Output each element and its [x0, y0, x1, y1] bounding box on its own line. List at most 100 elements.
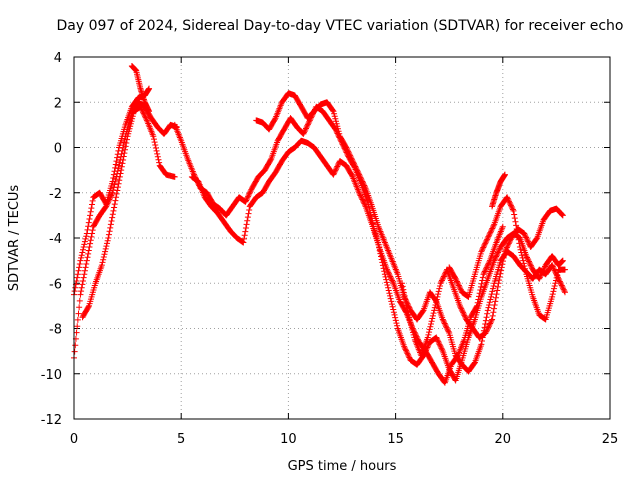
- data-point: [541, 264, 548, 271]
- data-point: [457, 286, 464, 293]
- data-point: [517, 246, 524, 253]
- series-trace-i: [446, 194, 568, 323]
- data-point: [138, 106, 145, 113]
- data-point: [246, 206, 253, 213]
- data-point: [77, 291, 84, 298]
- data-point: [105, 231, 112, 238]
- data-point: [429, 315, 436, 322]
- data-point: [405, 351, 412, 358]
- data-point: [442, 321, 449, 328]
- data-point: [494, 250, 501, 257]
- data-point: [561, 289, 568, 296]
- data-point: [518, 252, 525, 259]
- data-point: [87, 237, 94, 244]
- data-point: [494, 287, 501, 294]
- data-point: [74, 316, 81, 323]
- data-point: [380, 265, 387, 272]
- data-point: [356, 191, 363, 198]
- data-point: [141, 111, 148, 118]
- data-point: [359, 196, 366, 203]
- data-point: [74, 271, 81, 278]
- data-point: [525, 257, 532, 264]
- data-point: [507, 201, 514, 208]
- data-point: [427, 320, 434, 327]
- data-point: [482, 240, 489, 247]
- data-point: [495, 280, 502, 287]
- data-point: [78, 288, 85, 295]
- data-point: [553, 274, 560, 281]
- series-trace-c: [79, 103, 178, 321]
- data-point: [383, 279, 390, 286]
- data-point: [353, 166, 360, 173]
- data-point: [549, 293, 556, 300]
- y-tick-label: -8: [49, 323, 62, 338]
- data-point: [242, 228, 249, 235]
- data-point: [516, 244, 523, 251]
- data-point: [114, 187, 121, 194]
- data-point: [524, 237, 531, 244]
- data-point: [513, 225, 520, 232]
- data-point: [80, 244, 87, 251]
- data-point: [241, 235, 248, 242]
- data-point: [79, 281, 86, 288]
- data-point: [527, 261, 534, 268]
- data-point: [554, 272, 561, 279]
- data-point: [376, 244, 383, 251]
- data-point: [489, 224, 496, 231]
- data-point: [303, 124, 310, 131]
- data-point: [518, 249, 525, 256]
- data-point: [100, 254, 107, 261]
- data-point: [480, 244, 487, 251]
- data-point: [506, 199, 513, 206]
- data-point: [171, 173, 178, 180]
- data-point: [152, 142, 159, 149]
- x-tick-label: 10: [280, 432, 297, 447]
- data-point: [123, 136, 130, 143]
- data-point: [78, 284, 85, 291]
- data-point: [521, 263, 528, 270]
- data-point: [483, 327, 490, 334]
- data-point: [245, 192, 252, 199]
- data-point: [71, 288, 78, 295]
- data-point: [438, 345, 445, 352]
- data-point: [556, 278, 563, 285]
- data-point: [240, 239, 247, 246]
- data-point: [431, 304, 438, 311]
- data-point: [403, 347, 410, 354]
- data-point: [439, 316, 446, 323]
- data-point: [559, 257, 566, 264]
- data-point: [379, 262, 386, 269]
- data-point: [87, 240, 94, 247]
- data-point: [509, 205, 516, 212]
- data-point: [139, 107, 146, 114]
- data-point: [88, 233, 95, 240]
- data-point: [378, 256, 385, 263]
- data-point: [438, 277, 445, 284]
- data-point: [493, 291, 500, 298]
- data-point: [361, 200, 368, 207]
- data-point: [401, 344, 408, 351]
- data-point: [486, 232, 493, 239]
- data-point: [242, 198, 249, 205]
- data-point: [392, 317, 399, 324]
- data-point: [482, 239, 489, 246]
- data-point: [494, 283, 501, 290]
- data-point: [401, 343, 408, 350]
- data-point: [549, 263, 556, 270]
- data-point: [439, 346, 446, 353]
- data-point: [111, 181, 118, 188]
- data-point: [522, 265, 529, 272]
- data-point: [484, 307, 491, 314]
- data-point: [391, 311, 398, 318]
- data-point: [361, 182, 368, 189]
- data-point: [81, 241, 88, 248]
- data-point: [385, 287, 392, 294]
- data-point: [242, 225, 249, 232]
- data-point: [142, 114, 149, 121]
- data-point: [247, 187, 254, 194]
- data-point: [511, 215, 518, 222]
- data-point: [552, 280, 559, 287]
- data-point: [561, 287, 568, 294]
- data-point: [360, 181, 367, 188]
- data-point: [83, 257, 90, 264]
